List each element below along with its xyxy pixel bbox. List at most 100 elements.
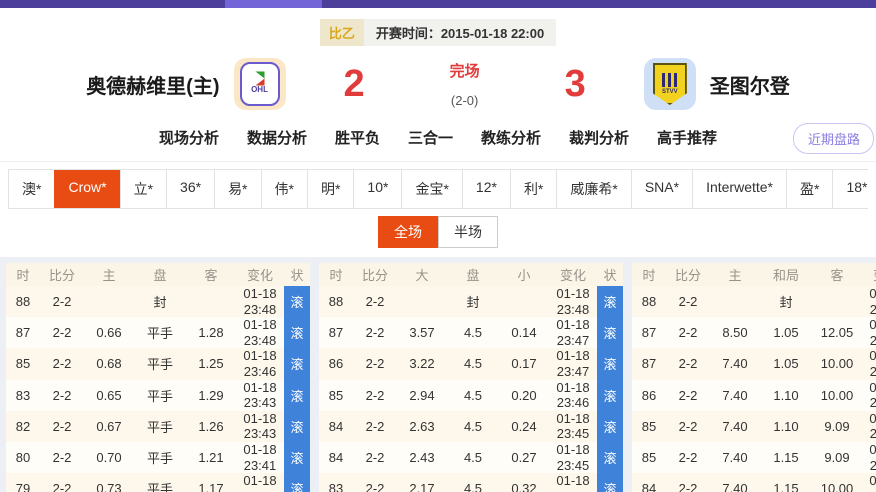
row-minute: 88 — [319, 286, 353, 318]
column-header: 状 — [284, 263, 310, 286]
odds-right: 9.09 — [812, 441, 862, 474]
row-score: 2-2 — [353, 473, 397, 492]
bookmaker-tab[interactable]: 利* — [509, 170, 556, 208]
column-header: 状 — [597, 263, 623, 286]
odds-right: 0.14 — [499, 317, 549, 349]
column-header: 比分 — [666, 263, 710, 286]
odds-left: 0.66 — [84, 317, 134, 349]
change-clock: 23:40 — [236, 489, 284, 492]
live-status-badge: 滚 — [284, 379, 310, 411]
bookmaker-tab[interactable]: 伟* — [260, 170, 307, 208]
bookmaker-tab[interactable]: 18* — [832, 170, 876, 208]
change-date: 01-18 — [556, 286, 590, 301]
change-date: 01-18 — [243, 473, 277, 489]
odds-middle: 4.5 — [447, 473, 499, 492]
change-clock: 23:41 — [243, 457, 277, 473]
odds-middle: 平手 — [134, 410, 186, 442]
live-status-badge: 滚 — [597, 379, 623, 411]
row-minute: 85 — [319, 379, 353, 411]
home-crest-icon: OHL — [239, 62, 280, 106]
bookmaker-tab[interactable]: Crow* — [54, 170, 120, 208]
scope-toggle: 全场 半场 — [0, 209, 876, 257]
live-status-badge: 滚 — [597, 410, 623, 442]
bookmaker-tab[interactable]: 威廉希* — [556, 170, 630, 208]
row-score: 2-2 — [40, 441, 84, 474]
column-header: 小 — [499, 263, 549, 286]
bookmaker-tab[interactable]: 12* — [461, 170, 510, 208]
change-clock: 23:45 — [862, 489, 876, 492]
bookmaker-tab[interactable]: 盈* — [786, 170, 832, 208]
scope-button[interactable]: 全场 — [378, 216, 438, 248]
change-date: 01-18 — [556, 410, 590, 426]
bookmaker-tab[interactable]: SNA* — [630, 170, 692, 208]
odds-middle: 4.5 — [447, 348, 499, 380]
change-date: 01-18 — [556, 379, 590, 395]
nav-item-6[interactable]: 高手推荐 — [657, 130, 718, 147]
change-time: 01-18 23:43 — [236, 410, 284, 442]
odds-table-1x2: 时比分主和局客变化状882-2封01-1823:48滚872-28.501.05… — [632, 263, 876, 492]
change-clock: 23:48 — [243, 332, 277, 348]
odds-right: 1.21 — [186, 441, 236, 474]
half-time-score: (2-0) — [450, 93, 479, 108]
row-minute: 84 — [632, 473, 666, 492]
bookmaker-tab[interactable]: 金宝* — [401, 170, 461, 208]
change-date: 01-18 — [556, 441, 590, 457]
row-minute: 82 — [6, 410, 40, 442]
nav-item-1[interactable]: 数据分析 — [246, 130, 307, 147]
odds-right: 1.29 — [186, 379, 236, 411]
live-status-badge: 滚 — [284, 410, 310, 442]
bookmaker-tab[interactable]: 明* — [306, 170, 353, 208]
row-score: 2-2 — [353, 379, 397, 411]
odds-row: 85 2-2 2.94 4.5 0.20 01-18 23:46 滚 — [319, 379, 623, 411]
row-score: 2-2 — [40, 410, 84, 442]
row-score: 2-2 — [40, 379, 84, 411]
live-status-badge: 滚 — [284, 441, 310, 474]
recent-trend-button[interactable]: 近期盘路 — [792, 123, 874, 154]
bookmaker-tab[interactable]: 澳* — [8, 170, 54, 208]
change-date: 01-18 — [869, 410, 876, 426]
bookmaker-tab[interactable]: 易* — [214, 170, 260, 208]
odds-tables: 时比分主盘客变化状 88 2-2 封 01-18 23:48 滚 87 2-2 0.66 平手 1.2… — [0, 257, 876, 492]
row-score: 2-2 — [353, 286, 397, 318]
live-status-badge: 滚 — [597, 441, 623, 474]
nav-item-5[interactable]: 裁判分析 — [569, 130, 630, 147]
column-header: 盘 — [447, 263, 499, 286]
bookmaker-tab[interactable]: 36* — [166, 170, 214, 208]
nav-item-2[interactable]: 胜平负 — [334, 130, 380, 147]
row-minute: 85 — [632, 441, 666, 474]
row-minute: 84 — [319, 410, 353, 442]
league-row: 比乙 开赛时间：2015-01-18 22:00 — [0, 19, 876, 46]
nav-item-0[interactable]: 现场分析 — [158, 130, 219, 147]
odds-row: 84 2-2 2.63 4.5 0.24 01-18 23:45 滚 — [319, 410, 623, 442]
column-header: 时 — [632, 263, 666, 286]
row-minute: 86 — [319, 348, 353, 380]
odds-left — [397, 286, 447, 318]
odds-middle: 1.10 — [760, 410, 812, 442]
tabs-gap — [0, 162, 876, 169]
nav-item-4[interactable]: 教练分析 — [481, 130, 542, 147]
main-nav: 现场分析 数据分析 胜平负 三合一 教练分析 裁判分析 高手推荐 近期盘路 — [0, 115, 876, 162]
odds-left: 3.57 — [397, 317, 447, 349]
odds-left: 2.63 — [397, 410, 447, 442]
bookmaker-tab[interactable]: Interwette* — [692, 170, 786, 208]
nav-items: 现场分析 数据分析 胜平负 三合一 教练分析 裁判分析 高手推荐 — [145, 127, 731, 148]
bookmaker-tab[interactable]: 10* — [353, 170, 401, 208]
bookmaker-tab[interactable]: 立* — [119, 170, 166, 208]
odds-right: 10.00 — [812, 348, 862, 380]
odds-row: 86 2-2 3.22 4.5 0.17 01-18 23:47 滚 — [319, 348, 623, 380]
nav-item-3[interactable]: 三合一 — [407, 130, 453, 147]
live-status-badge: 滚 — [284, 473, 310, 492]
odds-middle: 4.5 — [447, 317, 499, 349]
row-minute: 88 — [6, 286, 40, 318]
change-clock: 23:45 — [869, 457, 876, 473]
odds-right — [812, 286, 862, 318]
odds-middle: 1.05 — [760, 348, 812, 380]
scope-button[interactable]: 半场 — [438, 216, 498, 248]
odds-left: 3.22 — [397, 348, 447, 380]
